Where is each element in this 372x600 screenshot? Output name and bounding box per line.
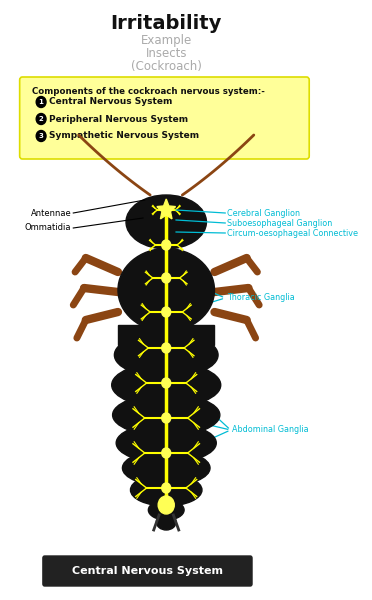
Text: Antennae: Antennae — [31, 208, 71, 217]
Circle shape — [36, 130, 46, 142]
Text: Peripheral Nervous System: Peripheral Nervous System — [49, 115, 188, 124]
Ellipse shape — [113, 394, 220, 436]
Circle shape — [162, 378, 171, 388]
Ellipse shape — [110, 392, 222, 438]
Ellipse shape — [112, 362, 221, 407]
Text: Abdominal Ganglia: Abdominal Ganglia — [232, 425, 309, 434]
Ellipse shape — [115, 246, 217, 334]
Text: Irritability: Irritability — [110, 14, 222, 33]
Ellipse shape — [148, 500, 184, 520]
FancyBboxPatch shape — [43, 556, 252, 586]
Text: Sympathetic Nervous System: Sympathetic Nervous System — [49, 131, 199, 140]
Ellipse shape — [124, 193, 209, 251]
Text: Ommatidia: Ommatidia — [25, 223, 71, 232]
Text: Example: Example — [141, 34, 192, 47]
Polygon shape — [118, 325, 215, 345]
Circle shape — [36, 113, 46, 124]
Text: Thoracic Ganglia: Thoracic Ganglia — [227, 293, 295, 302]
Text: Suboesophageal Ganglion: Suboesophageal Ganglion — [227, 218, 332, 227]
Ellipse shape — [126, 195, 206, 249]
Ellipse shape — [109, 361, 224, 409]
Text: 3: 3 — [39, 133, 44, 139]
Text: (Cockroach): (Cockroach) — [131, 60, 202, 73]
Circle shape — [162, 483, 171, 493]
Ellipse shape — [115, 332, 218, 377]
Circle shape — [162, 240, 171, 250]
Circle shape — [162, 448, 171, 458]
Ellipse shape — [128, 472, 205, 508]
Text: Circum-oesophageal Connective: Circum-oesophageal Connective — [227, 229, 358, 238]
Text: 2: 2 — [39, 116, 44, 122]
FancyBboxPatch shape — [20, 77, 309, 159]
Ellipse shape — [122, 450, 210, 486]
Circle shape — [162, 307, 171, 317]
Circle shape — [162, 273, 171, 283]
Ellipse shape — [118, 248, 215, 331]
Text: Central Nervous System: Central Nervous System — [72, 566, 223, 576]
Text: Cerebral Ganglion: Cerebral Ganglion — [227, 208, 300, 217]
Ellipse shape — [120, 448, 213, 488]
Circle shape — [36, 97, 46, 107]
Text: 1: 1 — [39, 99, 44, 105]
Text: Components of the cockroach nervous system:-: Components of the cockroach nervous syst… — [32, 87, 265, 96]
Text: Insects: Insects — [145, 47, 187, 60]
Circle shape — [158, 496, 174, 514]
Ellipse shape — [131, 474, 202, 506]
Ellipse shape — [116, 423, 216, 463]
Ellipse shape — [112, 331, 221, 379]
Circle shape — [162, 343, 171, 353]
Text: Central Nervous System: Central Nervous System — [49, 97, 173, 107]
Circle shape — [162, 413, 171, 423]
Ellipse shape — [156, 514, 176, 530]
Ellipse shape — [113, 421, 219, 465]
Polygon shape — [157, 199, 176, 219]
